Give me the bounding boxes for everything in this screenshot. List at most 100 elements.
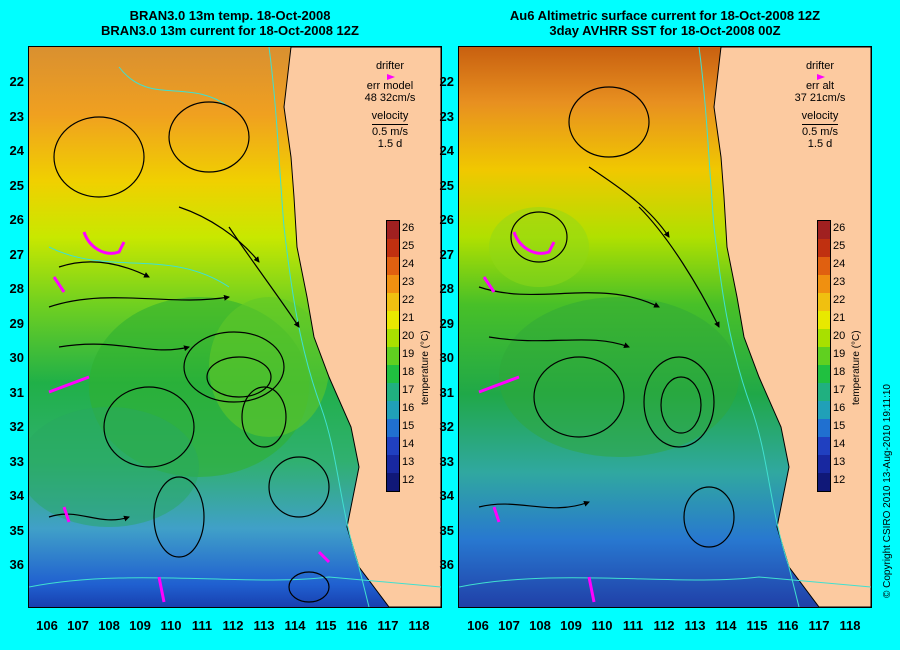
left-legend: drifter err model 48 32cm/s velocity 0.5… xyxy=(355,60,425,150)
left-legend-velocity: velocity xyxy=(371,110,409,122)
latitude-label: 26 xyxy=(9,212,24,227)
colorbar-tick-label: 23 xyxy=(833,276,846,288)
left-legend-err-value: 48 32cm/s xyxy=(364,92,416,104)
colorbar-tick-label: 24 xyxy=(402,258,415,270)
latitude-label: 34 xyxy=(9,488,24,503)
colorbar-segment xyxy=(818,365,830,383)
colorbar-tick-label: 26 xyxy=(833,222,846,234)
latitude-label: 36 xyxy=(9,557,24,572)
colorbar-tick-label: 21 xyxy=(402,312,415,324)
left-legend-time: 1.5 d xyxy=(377,138,403,150)
colorbar-tick-label: 25 xyxy=(833,240,846,252)
longitude-label: 107 xyxy=(67,618,89,633)
latitude-label: 22 xyxy=(9,74,24,89)
latitude-label: 33 xyxy=(439,453,454,469)
right-legend-drifter: drifter xyxy=(805,60,835,72)
longitude-label: 111 xyxy=(191,618,213,633)
left-colorbar-label: temperature (°C) xyxy=(420,330,431,405)
longitude-label: 110 xyxy=(160,618,182,633)
latitude-label: 25 xyxy=(439,177,454,193)
colorbar-segment xyxy=(818,401,830,419)
latitude-label: 24 xyxy=(439,143,454,158)
colorbar-segment xyxy=(387,401,399,419)
colorbar-segment xyxy=(818,257,830,275)
latitude-label: 26 xyxy=(439,212,454,227)
colorbar-segment xyxy=(818,239,830,257)
latitude-label: 34 xyxy=(439,488,454,503)
longitude-label: 112 xyxy=(222,618,244,633)
colorbar-tick-label: 12 xyxy=(833,474,846,486)
right-title-line2: 3day AVHRR SST for 18-Oct-2008 00Z xyxy=(549,23,781,38)
latitude-label: 24 xyxy=(9,143,24,158)
colorbar-segment xyxy=(387,257,399,275)
colorbar-segment xyxy=(387,473,399,491)
colorbar-tick-label: 13 xyxy=(402,456,415,468)
colorbar-tick-label: 13 xyxy=(833,456,846,468)
left-colorbar xyxy=(386,220,400,492)
right-panel-title: Au6 Altimetric surface current for 18-Oc… xyxy=(455,8,875,38)
colorbar-segment xyxy=(387,347,399,365)
colorbar-segment xyxy=(818,275,830,293)
colorbar-segment xyxy=(818,311,830,329)
latitude-label: 35 xyxy=(439,522,454,538)
colorbar-segment xyxy=(387,455,399,473)
left-legend-drifter: drifter xyxy=(375,60,405,72)
left-velocity-scale-bar xyxy=(372,124,408,125)
longitude-label: 109 xyxy=(129,618,151,633)
colorbar-segment xyxy=(387,437,399,455)
right-legend-speed: 0.5 m/s xyxy=(801,126,839,138)
colorbar-tick-label: 18 xyxy=(833,366,846,378)
latitude-label: 27 xyxy=(9,246,24,262)
left-map-panel xyxy=(28,46,442,608)
latitude-label: 23 xyxy=(9,108,24,124)
longitude-label: 112 xyxy=(653,618,675,633)
colorbar-tick-label: 21 xyxy=(833,312,846,324)
latitude-label: 36 xyxy=(439,557,454,572)
left-legend-speed: 0.5 m/s xyxy=(371,126,409,138)
colorbar-tick-label: 22 xyxy=(833,294,846,306)
right-legend-time: 1.5 d xyxy=(807,138,833,150)
colorbar-tick-label: 25 xyxy=(402,240,415,252)
longitude-label: 114 xyxy=(715,618,737,633)
longitude-label: 118 xyxy=(839,618,861,633)
latitude-label: 29 xyxy=(9,315,24,331)
colorbar-tick-label: 18 xyxy=(402,366,415,378)
colorbar-segment xyxy=(387,329,399,347)
colorbar-tick-label: 16 xyxy=(833,402,846,414)
colorbar-segment xyxy=(818,221,830,239)
colorbar-tick-label: 15 xyxy=(833,420,846,432)
colorbar-tick-label: 23 xyxy=(402,276,415,288)
colorbar-segment xyxy=(387,383,399,401)
colorbar-tick-label: 19 xyxy=(402,348,415,360)
colorbar-tick-label: 14 xyxy=(833,438,846,450)
longitude-label: 106 xyxy=(467,618,489,633)
colorbar-segment xyxy=(818,437,830,455)
colorbar-tick-label: 17 xyxy=(402,384,415,396)
latitude-label: 28 xyxy=(439,281,454,296)
latitude-label: 32 xyxy=(9,419,24,434)
longitude-label: 113 xyxy=(684,618,706,633)
latitude-label: 23 xyxy=(439,108,454,124)
right-title-line1: Au6 Altimetric surface current for 18-Oc… xyxy=(509,8,821,23)
left-title-line1: BRAN3.0 13m temp. 18-Oct-2008 xyxy=(129,8,331,23)
longitude-label: 107 xyxy=(498,618,520,633)
left-panel-title: BRAN3.0 13m temp. 18-Oct-2008 BRAN3.0 13… xyxy=(20,8,440,38)
colorbar-segment xyxy=(387,239,399,257)
latitude-label: 31 xyxy=(9,384,24,400)
colorbar-segment xyxy=(387,365,399,383)
latitude-label: 33 xyxy=(9,453,24,469)
colorbar-segment xyxy=(818,329,830,347)
right-legend-err-label: err alt xyxy=(805,80,835,92)
right-map-panel xyxy=(458,46,872,608)
colorbar-tick-label: 20 xyxy=(833,330,846,342)
longitude-label: 106 xyxy=(36,618,58,633)
right-legend-velocity: velocity xyxy=(801,110,839,122)
colorbar-tick-label: 20 xyxy=(402,330,415,342)
colorbar-segment xyxy=(818,293,830,311)
colorbar-segment xyxy=(818,419,830,437)
colorbar-segment xyxy=(818,383,830,401)
longitude-label: 116 xyxy=(777,618,799,633)
left-legend-err-label: err model xyxy=(366,80,414,92)
latitude-label: 32 xyxy=(439,419,454,434)
longitude-label: 108 xyxy=(529,618,551,633)
